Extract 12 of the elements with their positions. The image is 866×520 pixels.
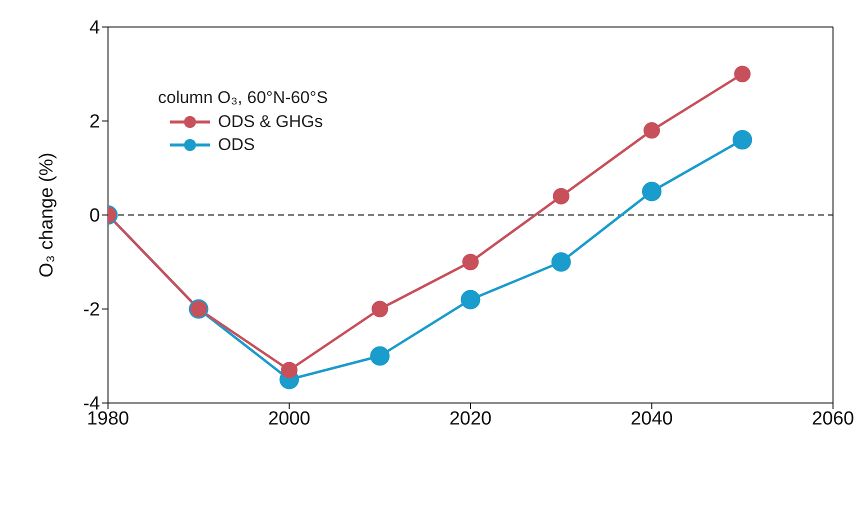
- legend-title: column O₃, 60°N-60°S: [158, 88, 328, 108]
- y-axis-title: O₃ change (%): [36, 152, 58, 278]
- x-tick-label: 2000: [268, 408, 310, 430]
- legend-label: ODS: [218, 135, 255, 155]
- x-tick-label: 2020: [449, 408, 492, 430]
- legend-label: ODS & GHGs: [218, 112, 323, 132]
- x-tick-label: 2060: [812, 408, 854, 430]
- y-tick-label: 0: [89, 206, 100, 227]
- y-tick-label: 4: [89, 18, 100, 39]
- y-tick-label: -2: [83, 300, 100, 321]
- y-tick-label: 2: [89, 112, 100, 133]
- x-tick-label: 2040: [630, 408, 673, 430]
